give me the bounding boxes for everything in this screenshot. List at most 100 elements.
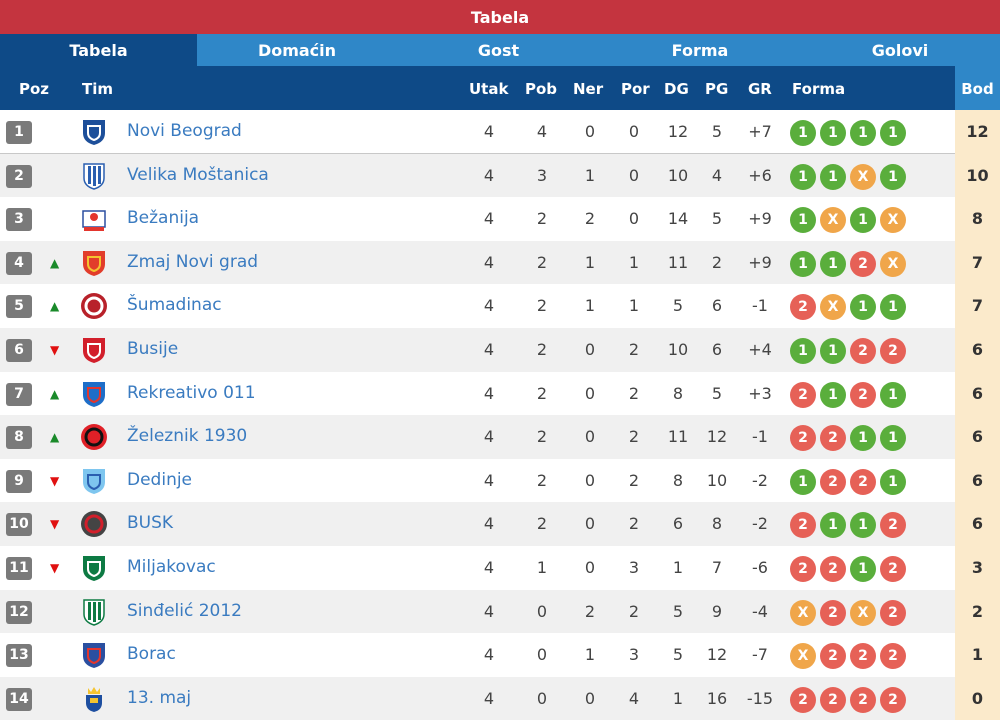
form-result-ball: X — [880, 250, 906, 277]
team-logo-icon — [80, 336, 108, 364]
team-name-link[interactable]: Novi Beograd — [127, 121, 242, 141]
table-title: Tabela — [0, 0, 1000, 34]
stat-por: 1 — [628, 296, 640, 316]
stat-ner: 2 — [584, 209, 596, 229]
points-cell: 1 — [955, 633, 1000, 677]
col-pob: Pob — [525, 80, 558, 98]
form-result-ball: 2 — [880, 643, 906, 670]
table-row: 11 ▼ Miljakovac 4 1 0 3 1 7 -6 2 2 1 2 3 — [0, 545, 1000, 590]
form-result-ball: 1 — [790, 468, 816, 495]
form-result-ball: 1 — [790, 337, 816, 364]
form-result-ball: X — [790, 599, 816, 626]
stat-dg: 12 — [667, 122, 689, 141]
points-cell: 6 — [955, 458, 1000, 503]
form-result-ball: 2 — [850, 686, 876, 713]
team-logo-icon — [80, 685, 108, 713]
tab-domacin[interactable]: Domaćin — [257, 40, 337, 60]
tab-gost[interactable]: Gost — [477, 40, 520, 60]
stat-gr: +9 — [748, 252, 772, 272]
stat-dg: 11 — [667, 427, 689, 447]
team-name-link[interactable]: 13. maj — [127, 687, 192, 708]
form-result-ball: 1 — [880, 381, 906, 408]
form-result-ball: 2 — [790, 425, 816, 452]
stat-ner: 0 — [584, 383, 596, 403]
stat-dg: 10 — [667, 165, 689, 185]
stat-por: 2 — [628, 383, 640, 403]
form-result-ball: 2 — [880, 599, 906, 626]
form-result-ball: 2 — [790, 294, 816, 321]
position-badge: 12 — [6, 600, 32, 624]
stat-gr: +9 — [748, 209, 772, 229]
form-result-ball: X — [820, 207, 846, 234]
col-poz: Poz — [19, 80, 50, 98]
table-row: 8 ▲ Železnik 1930 4 2 0 2 11 12 -1 2 2 1 1 6 — [0, 415, 1000, 459]
stat-pg: 6 — [711, 339, 723, 359]
stat-utak: 4 — [483, 557, 495, 577]
position-badge: 14 — [6, 687, 32, 711]
table-row: 10 ▼ BUSK 4 2 0 2 6 8 -2 2 1 1 2 6 — [0, 502, 1000, 546]
team-name-link[interactable]: Velika Moštanica — [127, 164, 269, 185]
tab-golovi[interactable]: Golovi — [871, 40, 929, 60]
points-cell: 12 — [955, 110, 1000, 154]
points-cell: 0 — [955, 676, 1000, 721]
form-result-ball: X — [820, 294, 846, 321]
stat-pob: 0 — [536, 601, 548, 621]
points-cell: 10 — [955, 153, 1000, 198]
team-name-link[interactable]: Dedinje — [127, 469, 193, 490]
form-result-ball: X — [790, 643, 816, 670]
form-result-ball: 2 — [820, 555, 846, 582]
team-logo-icon — [80, 467, 108, 495]
team-name-link[interactable]: Bežanija — [127, 208, 200, 229]
team-name-link[interactable]: Busije — [127, 338, 179, 359]
stat-dg: 6 — [672, 514, 684, 534]
form-result-ball: 1 — [850, 120, 876, 146]
stat-utak: 4 — [483, 296, 495, 316]
points-cell: 3 — [955, 545, 1000, 590]
team-name-link[interactable]: Borac — [127, 644, 176, 665]
col-utak: Utak — [469, 80, 509, 98]
form-result-ball: 1 — [820, 250, 846, 277]
form-result-ball: 1 — [790, 120, 816, 146]
col-gr: GR — [748, 80, 772, 98]
form-result-ball: X — [850, 599, 876, 626]
trend-down-icon: ▼ — [50, 560, 60, 575]
stat-ner: 1 — [584, 165, 596, 185]
form-result-ball: 2 — [850, 250, 876, 277]
stat-pob: 2 — [536, 296, 548, 316]
form-result-ball: 1 — [850, 207, 876, 234]
stat-por: 0 — [628, 209, 640, 229]
team-name-link[interactable]: Miljakovac — [127, 556, 216, 577]
team-name-link[interactable]: BUSK — [127, 513, 174, 534]
position-badge: 5 — [6, 295, 32, 319]
team-name-link[interactable]: Zmaj Novi grad — [127, 251, 259, 272]
stat-dg: 1 — [672, 688, 684, 708]
stat-por: 4 — [628, 688, 640, 708]
tab-bar: Tabela Domaćin Gost Forma Golovi — [0, 34, 1000, 66]
stat-pob: 4 — [536, 122, 548, 141]
stat-dg: 8 — [672, 470, 684, 490]
stat-por: 2 — [628, 514, 640, 534]
table-row: 2 Velika Moštanica 4 3 1 0 10 4 +6 1 1 X 1 10 — [0, 153, 1000, 198]
team-name-link[interactable]: Železnik 1930 — [127, 426, 248, 447]
team-name-link[interactable]: Šumadinac — [127, 295, 222, 316]
stat-pg: 16 — [706, 688, 728, 708]
stat-pob: 0 — [536, 645, 548, 665]
stat-por: 0 — [628, 165, 640, 185]
tab-tabela[interactable]: Tabela — [0, 34, 197, 66]
stat-por: 1 — [628, 252, 640, 272]
stat-utak: 4 — [483, 688, 495, 708]
form-result-ball: 1 — [820, 120, 846, 146]
table-row: 5 ▲ Šumadinac 4 2 1 1 5 6 -1 2 X 1 1 7 — [0, 284, 1000, 328]
form-result-ball: X — [850, 163, 876, 190]
stat-pg: 5 — [711, 122, 723, 141]
col-pg: PG — [705, 80, 729, 98]
stat-gr: -2 — [752, 470, 768, 490]
tab-forma[interactable]: Forma — [671, 40, 729, 60]
team-name-link[interactable]: Sinđelić 2012 — [127, 600, 242, 621]
stat-gr: -7 — [752, 645, 768, 665]
team-name-link[interactable]: Rekreativo 011 — [127, 382, 256, 403]
